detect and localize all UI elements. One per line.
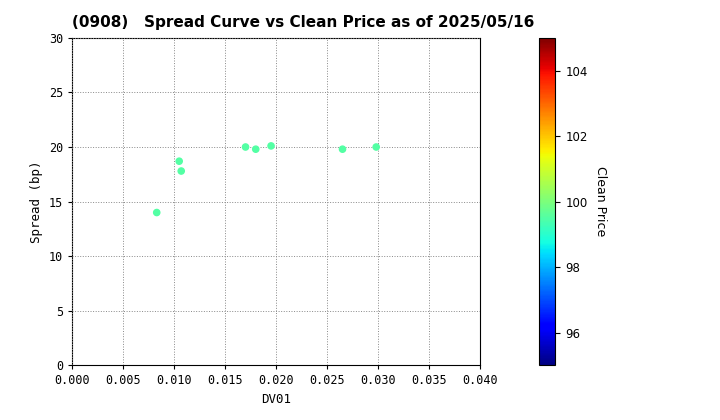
Text: (0908)   Spread Curve vs Clean Price as of 2025/05/16: (0908) Spread Curve vs Clean Price as of… bbox=[72, 15, 534, 30]
Point bbox=[176, 168, 187, 174]
X-axis label: DV01: DV01 bbox=[261, 393, 291, 406]
Y-axis label: Clean Price: Clean Price bbox=[594, 166, 607, 237]
Point bbox=[250, 146, 261, 152]
Point bbox=[337, 146, 348, 152]
Point bbox=[240, 144, 251, 150]
Point bbox=[151, 209, 163, 216]
Point bbox=[371, 144, 382, 150]
Y-axis label: Spread (bp): Spread (bp) bbox=[30, 160, 43, 243]
Point bbox=[265, 142, 276, 149]
Point bbox=[174, 158, 185, 165]
